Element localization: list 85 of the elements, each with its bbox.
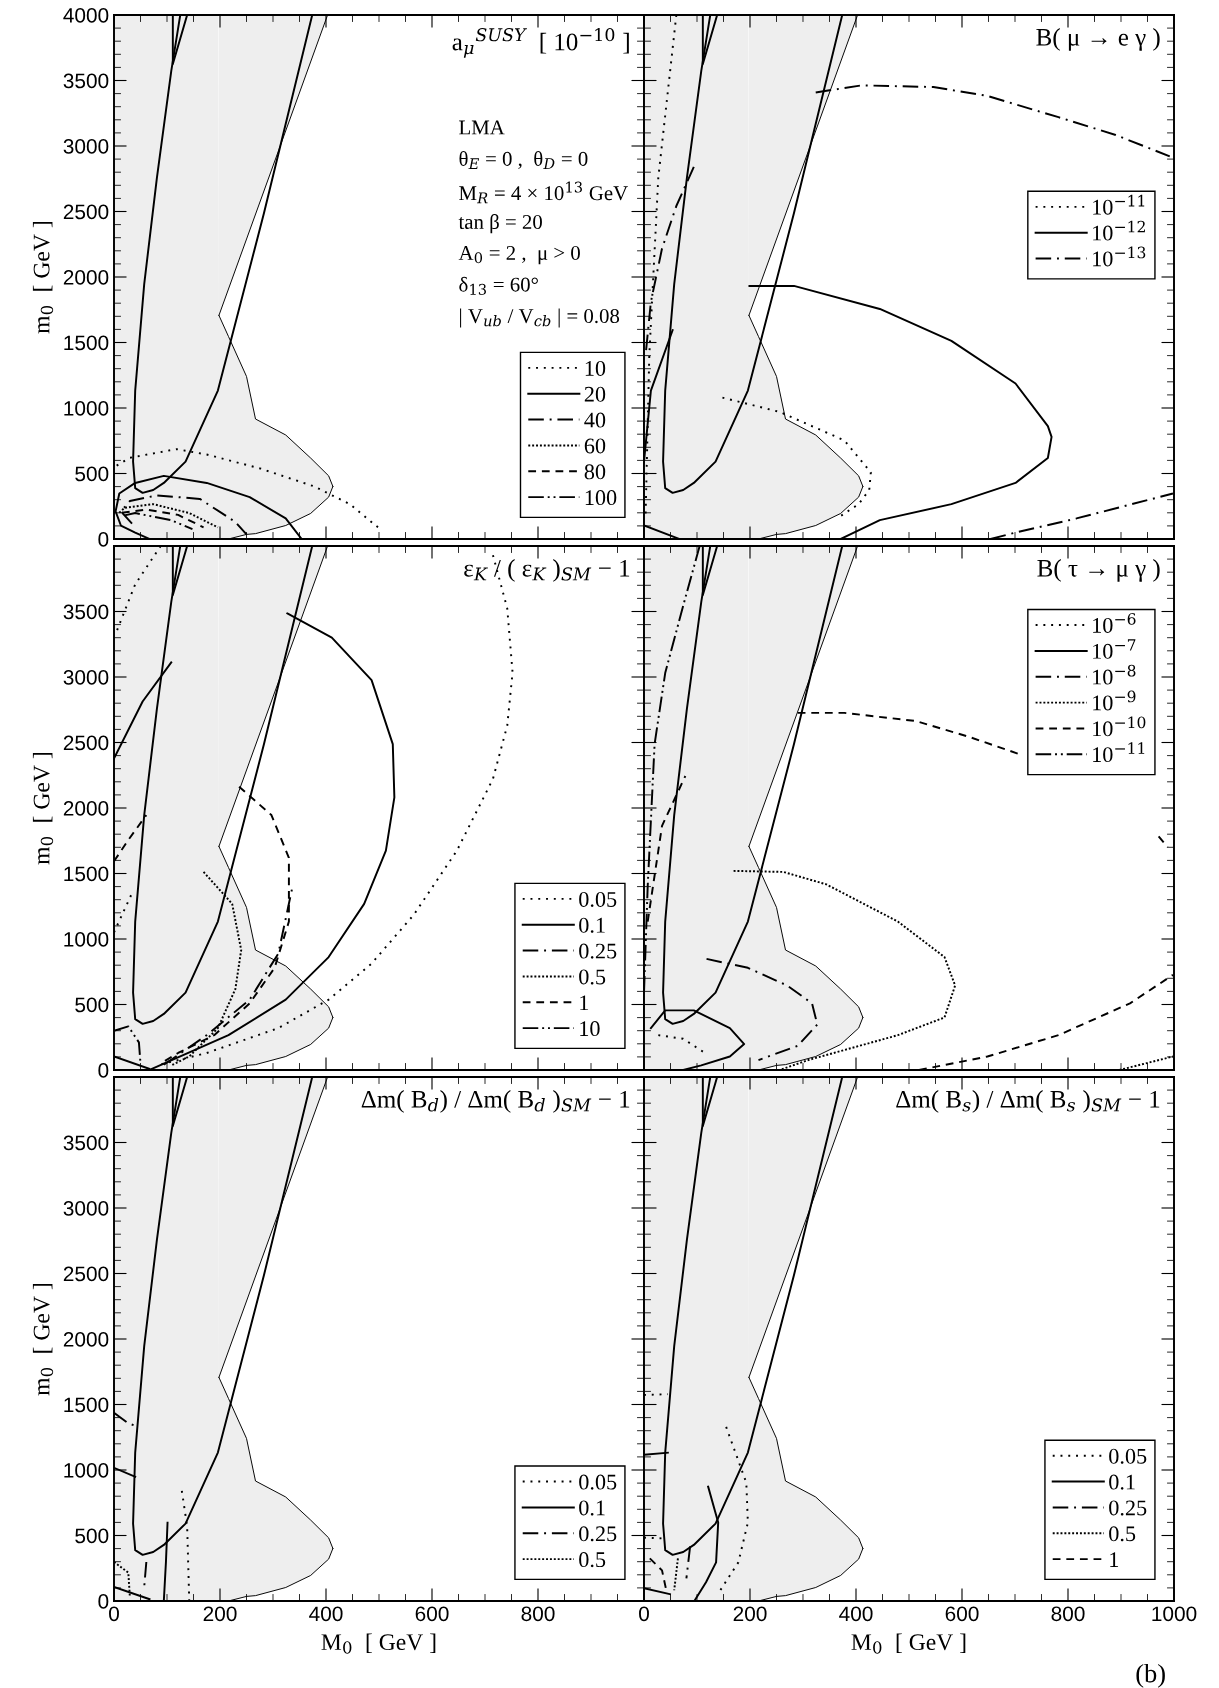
y-tick-label: 1000: [64, 401, 109, 416]
legend-label: 10: [585, 360, 606, 376]
legend-label: 40: [584, 412, 606, 428]
y-tick-label: 1000: [64, 1463, 109, 1478]
y-axis-title: m$_{0}$ [ GeV ]: [32, 1284, 54, 1396]
x-tick-label: 800: [521, 1606, 555, 1622]
legend-label: 20: [584, 386, 606, 402]
x-tick-label: 200: [733, 1606, 767, 1622]
y-tick-label: 500: [75, 466, 109, 482]
legend-label: 1: [580, 995, 589, 1011]
legend-label: 10$^{−11}$: [1093, 194, 1145, 215]
annotation: tan β = 20: [458, 214, 542, 234]
chart-title: B( μ → e γ ): [1036, 28, 1160, 51]
x-tick-label: 200: [203, 1606, 237, 1622]
y-tick-label: 2000: [63, 1332, 109, 1347]
legend-label: 0.25: [1109, 1500, 1147, 1516]
legend-label: 0.5: [1109, 1526, 1136, 1542]
x-axis-title: M$_{0}$ [ GeV ]: [321, 1633, 436, 1654]
chart-title: B( τ → μ γ ): [1037, 559, 1160, 582]
legend-label: 0.05: [579, 1474, 617, 1490]
legend-label: 100: [585, 490, 617, 506]
y-tick-label: 0: [98, 532, 109, 547]
legend-label: 0.25: [579, 943, 617, 959]
legend-label: 0.05: [579, 891, 617, 907]
annotation: M$_{R}$ = 4 × 10$^{13}$ GeV: [459, 181, 628, 204]
y-tick-label: 0: [98, 1063, 109, 1078]
y-tick-label: 2000: [63, 801, 109, 816]
chart-title: Δm( B$_{d}$) / Δm( B$_{d}$ )$_{SM}$ − 1: [361, 1090, 630, 1113]
annotation: LMA: [459, 120, 505, 135]
text: a$_{μ}$$^{SUSY}$ [ 10$^{−10}$ ]: [452, 28, 629, 58]
y-tick-label: 2500: [63, 204, 109, 220]
legend-label: 10$^{−8}$: [1093, 664, 1136, 685]
y-tick-label: 1500: [64, 866, 109, 882]
x-tick-label: 0: [639, 1606, 649, 1622]
x-tick-label: 400: [839, 1606, 873, 1622]
y-tick-label: 3000: [63, 139, 109, 154]
y-tick-label: 1000: [64, 932, 109, 947]
x-tick-label: 0: [109, 1606, 119, 1622]
legend-label: 0.1: [1109, 1474, 1135, 1490]
legend-label: 10$^{−9}$: [1093, 690, 1136, 711]
annotation: A$_{0}$ = 2 , μ > 0: [458, 245, 580, 265]
y-axis-title: m$_{0}$ [ GeV ]: [32, 222, 54, 334]
y-axis-title: m$_{0}$ [ GeV ]: [32, 753, 54, 865]
legend-label: 10$^{−6}$: [1093, 613, 1136, 633]
legend-label: 0.1: [579, 1500, 605, 1516]
y-tick-label: 500: [75, 997, 109, 1013]
annotation: δ$_{13}$ = 60°: [459, 276, 538, 295]
legend-label: 10$^{−7}$: [1093, 639, 1136, 659]
legend-label: 0.1: [579, 917, 605, 933]
legend-label: 1: [1110, 1552, 1119, 1567]
x-tick-label: 800: [1051, 1606, 1085, 1622]
x-tick-label: 600: [415, 1606, 449, 1622]
legend-label: 0.5: [579, 969, 606, 985]
y-tick-label: 0: [98, 1594, 109, 1609]
text: (b): [1136, 1663, 1165, 1688]
annotation: θ$_{E}$ = 0 , θ$_{D}$ = 0: [459, 151, 588, 169]
legend-label: 10$^{−13}$: [1093, 246, 1146, 267]
chart-title: ε$_{K}$ / ( ε$_{K}$ )$_{SM}$ − 1: [464, 559, 630, 582]
legend-label: 60: [584, 438, 606, 454]
y-tick-label: 1500: [64, 1397, 109, 1413]
legend-label: 10$^{−11}$: [1093, 742, 1145, 763]
y-tick-label: 1500: [64, 335, 109, 351]
y-tick-label: 2500: [63, 1266, 109, 1282]
y-tick-label: 3500: [63, 73, 109, 89]
x-tick-label: 600: [945, 1606, 979, 1622]
legend-label: 10$^{−12}$: [1093, 220, 1145, 241]
x-tick-label: 400: [309, 1606, 343, 1622]
legend-label: 10$^{−10}$: [1093, 716, 1146, 737]
y-tick-label: 3500: [63, 1135, 109, 1151]
y-tick-label: 4000: [63, 8, 109, 23]
y-tick-label: 3500: [63, 604, 109, 620]
legend-label: 80: [584, 464, 606, 480]
y-tick-label: 3000: [63, 1201, 109, 1216]
y-tick-label: 2500: [63, 735, 109, 751]
annotation: | V$_{ub}$ / V$_{cb}$ | = 0.08: [460, 308, 620, 328]
y-tick-label: 3000: [63, 670, 109, 685]
x-axis-title: M$_{0}$ [ GeV ]: [851, 1633, 966, 1654]
chart-title: Δm( B$_{s}$) / Δm( B$_{s}$ )$_{SM}$ − 1: [896, 1090, 1160, 1113]
legend-label: 10: [580, 1021, 600, 1037]
legend-label: 0.5: [579, 1552, 606, 1568]
y-tick-label: 2000: [63, 270, 109, 285]
legend-label: 0.25: [579, 1526, 617, 1542]
x-tick-label: 1000: [1152, 1606, 1197, 1622]
legend-label: 0.05: [1109, 1448, 1147, 1464]
y-tick-label: 500: [75, 1528, 109, 1544]
